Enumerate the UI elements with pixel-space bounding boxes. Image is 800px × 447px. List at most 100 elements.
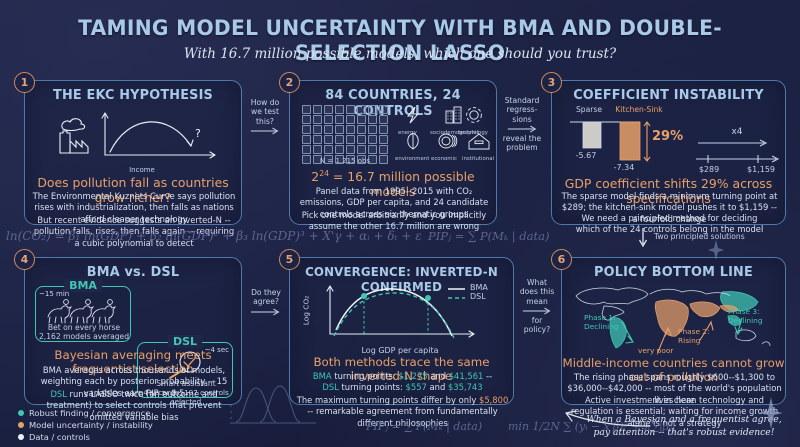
panel-2-body-1: Panel data from 1995--2015 with CO₂ emis…: [299, 186, 489, 219]
connector-5-top-label: What does this mean: [519, 278, 555, 306]
delta-percent-label: 29%: [652, 129, 684, 144]
buildings-icon: [445, 106, 462, 124]
bar-label-sparse: Sparse: [575, 105, 603, 114]
p5-b1-d: and: [427, 371, 449, 381]
panel-2-body-2: Pick one model arbitrarily and you impli…: [301, 210, 487, 232]
panel-4-number: 4: [14, 249, 35, 270]
panel-3: COEFFICIENT INSTABILITY Sparse Kitchen-S…: [551, 80, 786, 234]
panel-3-title: COEFFICIENT INSTABILITY: [573, 87, 764, 103]
panel-5-number: 5: [279, 249, 300, 270]
chart5-legend-dsl: DSL: [470, 292, 486, 301]
theme-icon-institutional: institutional: [462, 131, 498, 162]
grid-cell: [367, 115, 378, 124]
leaf-icon: [407, 132, 419, 150]
grid-cell: [323, 155, 334, 164]
connector-3-arrow-icon: [638, 228, 648, 248]
equation-main: ln(CO₂) = β₁ ln(GDP) + β₂ ln(GDP)² + β₃ …: [6, 229, 422, 243]
panel-2: 84 COUNTRIES, 24 CONTROLS N = 1,215 obs …: [289, 80, 498, 231]
panel-1-title: THE EKC HYPOTHESIS: [53, 87, 213, 103]
panel-4-body-2-lead: DSL: [50, 389, 67, 399]
grid-cell: [356, 115, 367, 124]
panel-6-body-2: Active investment in clean technology an…: [570, 395, 779, 428]
footer-note: When a Bayesian and a frequentist agree,…: [586, 414, 782, 438]
grid-cell: [334, 105, 345, 114]
horses-icon: [47, 299, 117, 324]
panel-2-headline-rest: = 16.7 million possible models: [328, 169, 475, 200]
panel-2-headline-base: 2: [311, 169, 320, 185]
panel-3-body-1: The sparse model finds a minimum turning…: [561, 191, 778, 224]
bma-subbox: BMA ~15 min Bet on every horse 2,162 mod…: [35, 279, 131, 342]
legend-item: Robust finding / convergence: [18, 408, 153, 418]
panel-3-body-2: We need a principled method for deciding…: [575, 213, 764, 235]
grid-cell: [323, 115, 334, 124]
n-obs-label: N = 1,215 obs: [319, 157, 371, 165]
p5-b1-f: --: [483, 371, 493, 381]
bma-subbox-label: BMA: [64, 279, 102, 292]
multiplier-label: x4: [731, 127, 743, 137]
theme-icon-technology: technology: [446, 105, 490, 136]
panel-5-body-3: The maximum turning points differ by onl…: [296, 395, 509, 429]
sparkle-icon: [708, 240, 724, 260]
panel-4: BMA vs. DSL BMA ~15 min Bet on every hor…: [24, 257, 242, 422]
panel-4-title: BMA vs. DSL: [86, 264, 180, 280]
map-label-phase-3: Phase 3: Declining: [728, 307, 763, 325]
map-label-very-poor: very poor: [638, 346, 674, 355]
theme-icon-sociodemographic-label: sociodemographic: [430, 130, 480, 136]
theme-icon-technology-label: technology: [458, 130, 488, 136]
grid-cell: [323, 105, 334, 114]
dsl-caption-1: Smart assistant: [156, 379, 216, 388]
p5-b3-a: The maximum turning points differ by onl…: [296, 395, 479, 405]
p5-b1-a: BMA: [312, 371, 332, 381]
panel-1-number: 1: [14, 72, 35, 93]
grid-cell: [312, 125, 323, 134]
connector-3: Two principled solutions: [636, 226, 796, 248]
grid-cell: [334, 155, 345, 164]
grid-cell: [302, 125, 312, 134]
panel-1-body-1: The Environmental Kuznets Curve says pol…: [32, 191, 236, 224]
grid-cell: [356, 105, 367, 114]
panel-1: THE EKC HYPOTHESIS ? Income Does polluti…: [24, 80, 242, 248]
grid-cell: [345, 105, 356, 114]
grid-cell: [378, 105, 388, 114]
connector-2-top-label: Standard regress- sions: [504, 96, 540, 124]
turning-point-axis: [696, 139, 780, 163]
grid-cell: [367, 125, 378, 134]
panel-6: POLICY BOTTOM LINE Phase 1: D: [561, 257, 786, 428]
panel-2-headline: 224 = 16.7 million possible models: [290, 169, 496, 199]
p5-b1-c: $1,275: [398, 371, 428, 381]
connector-2-bottom-label: reveal the problem: [502, 133, 542, 152]
coefficient-bar-chart: [570, 121, 651, 162]
grid-cell: [345, 145, 356, 154]
panel-5-body-1: BMA turning points: $1,275 and $41,561 -…: [296, 371, 509, 382]
panel-4-headline: Bayesian averaging meets frequentist sel…: [54, 348, 212, 376]
country-grid: [302, 105, 388, 164]
footer-arrow-icon: [565, 410, 651, 427]
connector-5-bottom-label: for policy?: [523, 315, 551, 334]
p5-b2-b: turning points:: [338, 382, 406, 392]
page-subtitle: With 16.7 million possible models, which…: [183, 46, 617, 62]
grid-cell: [378, 125, 388, 134]
grid-cell: [334, 115, 345, 124]
magnifier-icon: [169, 351, 201, 379]
grid-cell: [367, 105, 378, 114]
dsl-duration-label: ~4 sec: [204, 346, 229, 354]
axis-tick-1159: $1,159: [747, 165, 775, 174]
convergence-line-chart: [326, 285, 475, 339]
panel-6-title: POLICY BOTTOM LINE: [594, 264, 753, 280]
bma-duration-label: ~15 min: [39, 290, 70, 298]
dsl-subbox: DSL ~4 sec Smart assistant 4 seconds, 10…: [137, 335, 233, 406]
legend-orange-label: Model uncertainty / instability: [29, 420, 153, 430]
theme-icon-energy: energy: [398, 105, 428, 136]
connector-1-label: How do we test this?: [250, 98, 280, 126]
grid-cell: [312, 105, 323, 114]
grid-cell: [345, 155, 356, 164]
lightning-icon: [406, 106, 420, 124]
grid-cell: [345, 125, 356, 134]
panel-5: CONVERGENCE: INVERTED-N CONFIRMED BMA DS…: [289, 257, 514, 428]
p5-b2-d: and: [426, 382, 448, 392]
legend-white-dot: [18, 434, 24, 440]
grid-cell: [345, 115, 356, 124]
panel-4-body-2-rest: runs LASSO twice (on outcome and treatme…: [46, 389, 222, 422]
legend-white-label: Data / controls: [29, 432, 90, 442]
